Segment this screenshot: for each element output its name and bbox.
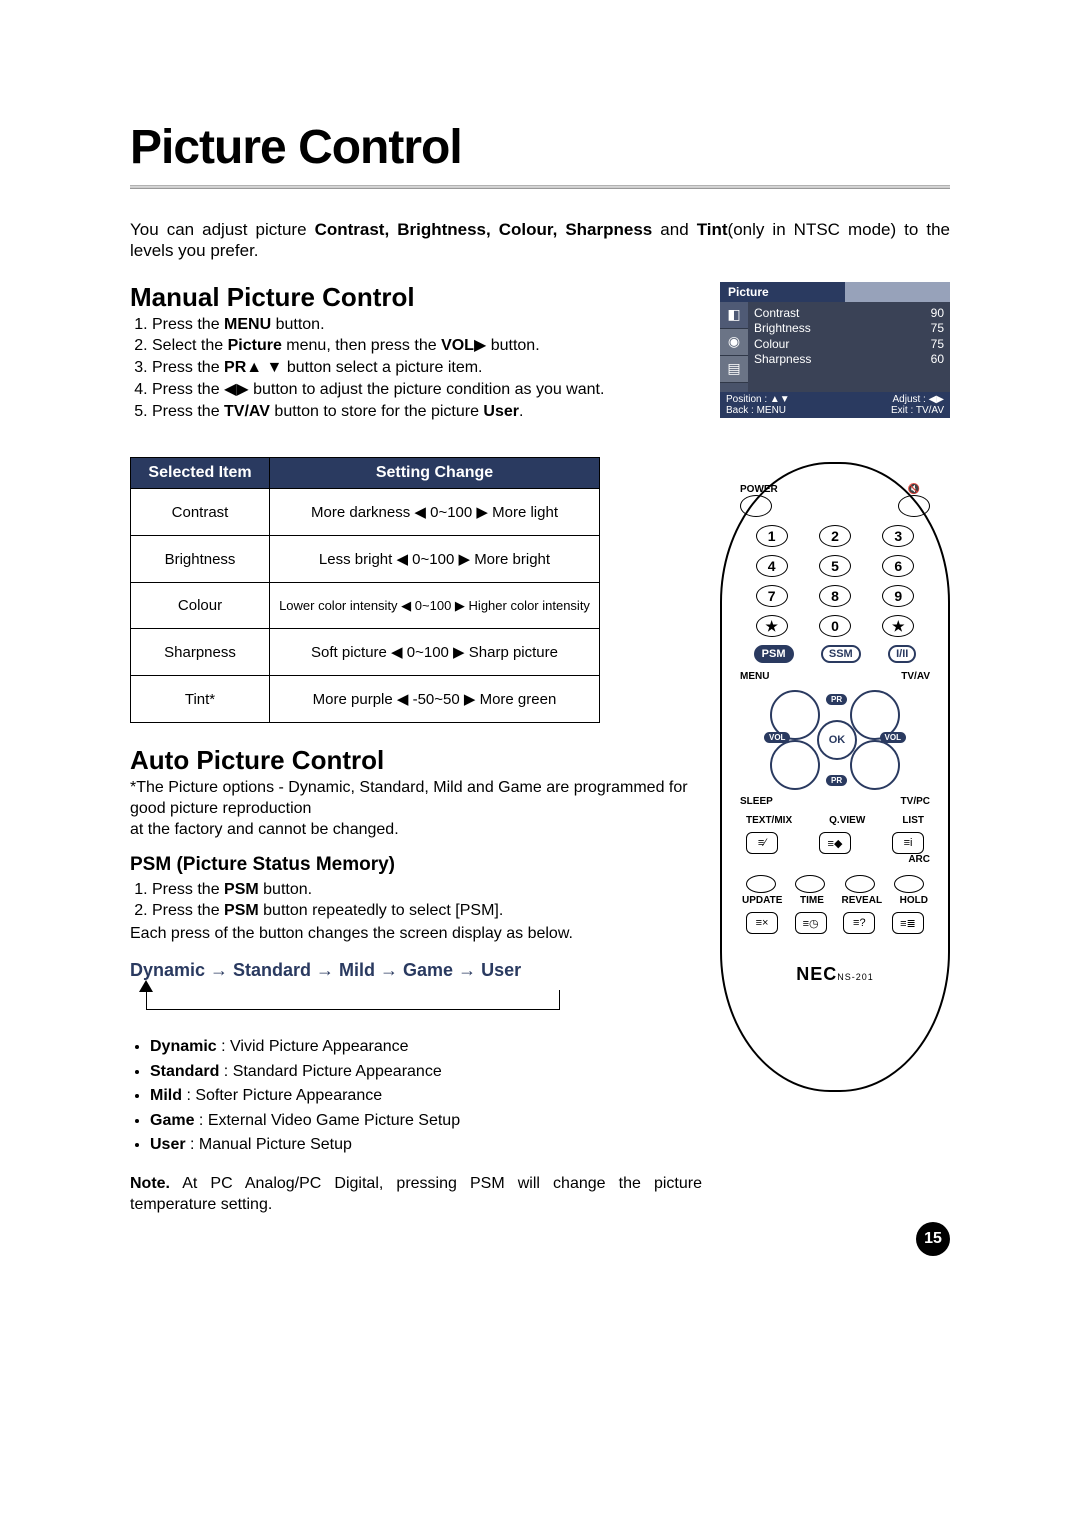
qview-button[interactable]: ≡◆ — [819, 832, 851, 854]
mute-button[interactable] — [898, 495, 930, 517]
th-item: Selected Item — [131, 458, 270, 489]
ssm-button[interactable]: SSM — [821, 645, 861, 663]
auto-heading: Auto Picture Control — [130, 745, 702, 776]
manual-steps: Press the MENU button. Select the Pictur… — [130, 315, 708, 423]
red-button[interactable] — [746, 875, 776, 893]
osd-icon-setup: ▤ — [720, 356, 748, 383]
psm-button[interactable]: PSM — [754, 645, 794, 663]
mode-list: Dynamic : Vivid Picture Appearance Stand… — [130, 1036, 702, 1156]
vol-right[interactable]: VOL — [880, 732, 906, 743]
note: Note. At PC Analog/PC Digital, pressing … — [130, 1174, 702, 1216]
i-ii-button[interactable]: I/II — [888, 645, 916, 663]
green-button[interactable] — [795, 875, 825, 893]
tvpc-button[interactable] — [850, 740, 900, 790]
num-4[interactable]: 4 — [756, 555, 788, 577]
star-left[interactable]: ★ — [756, 615, 788, 637]
psm-heading: PSM (Picture Status Memory) — [130, 853, 702, 878]
update-button[interactable]: ≡× — [746, 912, 778, 934]
psm-chain: Dynamic → Standard → Mild → Game → User — [130, 959, 702, 982]
auto-body: *The Picture options - Dynamic, Standard… — [130, 778, 702, 1215]
loop-arrow — [130, 982, 560, 1018]
blue-button[interactable] — [894, 875, 924, 893]
manual-heading: Manual Picture Control — [130, 282, 708, 313]
hold-button[interactable]: ≡≣ — [892, 912, 924, 934]
sleep-button[interactable] — [770, 740, 820, 790]
num-7[interactable]: 7 — [756, 585, 788, 607]
title-rule — [130, 185, 950, 189]
page-title: Picture Control — [130, 120, 950, 175]
num-2[interactable]: 2 — [819, 525, 851, 547]
vol-left[interactable]: VOL — [764, 732, 790, 743]
intro-text: You can adjust picture Contrast, Brightn… — [130, 219, 950, 262]
num-1[interactable]: 1 — [756, 525, 788, 547]
osd-tab: Picture — [720, 282, 845, 302]
power-button[interactable] — [740, 495, 772, 517]
star-right[interactable]: ★ — [882, 615, 914, 637]
pr-down[interactable]: PR — [826, 775, 847, 786]
num-0[interactable]: 0 — [819, 615, 851, 637]
osd-panel: Picture ◧ ◉ ▤ Contrast90 Brightness75 Co… — [720, 282, 950, 418]
time-button[interactable]: ≡◷ — [795, 912, 827, 934]
osd-tab-empty — [845, 282, 950, 302]
num-9[interactable]: 9 — [882, 585, 914, 607]
osd-icon-sound: ◉ — [720, 329, 748, 356]
pr-up[interactable]: PR — [826, 694, 847, 705]
page-number: 15 — [916, 1222, 950, 1256]
brand-label: NECNS-201 — [740, 964, 930, 985]
remote-control: POWER 🔇 1 2 3 4 5 6 7 8 9 — [720, 462, 950, 1092]
reveal-button[interactable]: ≡? — [843, 912, 875, 934]
textmix-button[interactable]: ≡⁄ — [746, 832, 778, 854]
osd-icon-picture: ◧ — [720, 302, 748, 329]
th-change: Setting Change — [270, 458, 600, 489]
yellow-button[interactable] — [845, 875, 875, 893]
osd-list: Contrast90 Brightness75 Colour75 Sharpne… — [748, 302, 950, 392]
num-6[interactable]: 6 — [882, 555, 914, 577]
list-button[interactable]: ≡i — [892, 832, 924, 854]
num-3[interactable]: 3 — [882, 525, 914, 547]
num-5[interactable]: 5 — [819, 555, 851, 577]
settings-table: Selected Item Setting Change ContrastMor… — [130, 457, 600, 723]
dpad: OK PR PR VOL VOL — [770, 690, 900, 790]
num-8[interactable]: 8 — [819, 585, 851, 607]
